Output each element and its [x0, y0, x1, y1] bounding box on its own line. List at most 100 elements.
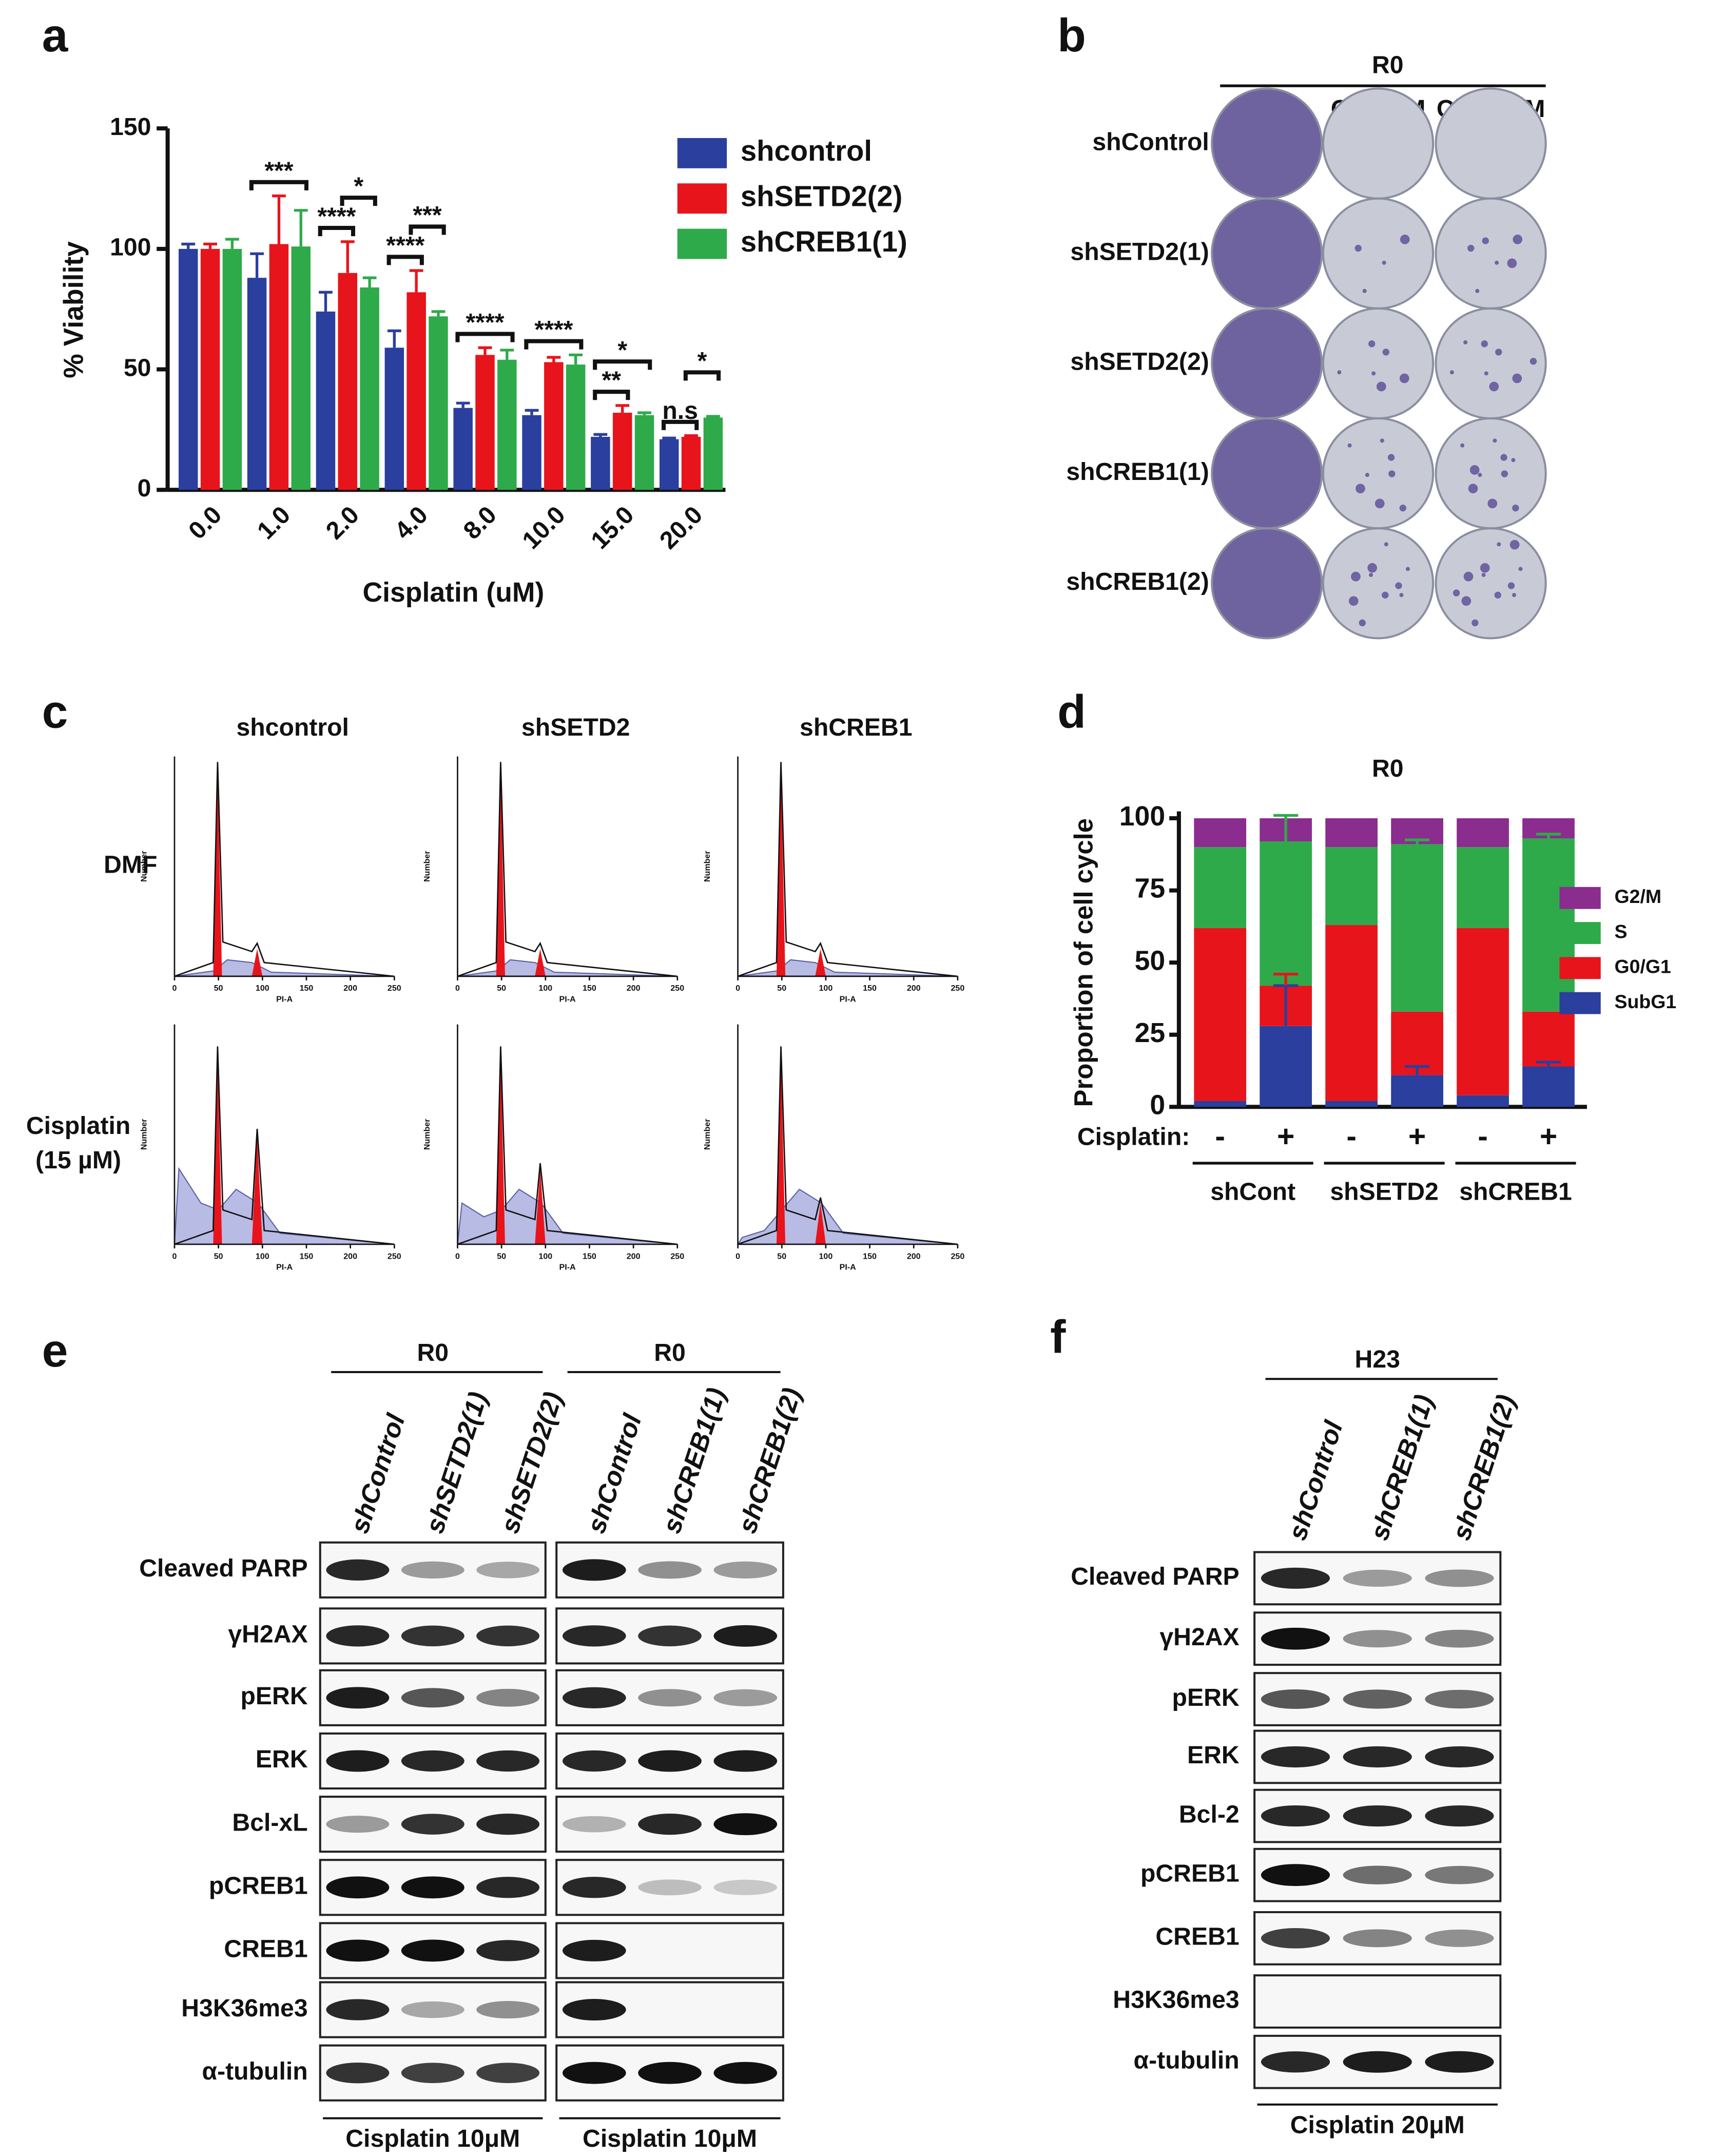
flow-x-tick-label: 150	[863, 984, 877, 993]
blot-row-label: Cleaved PARP	[1071, 1563, 1239, 1590]
flow-histogram-outline	[738, 762, 958, 977]
colony	[1518, 567, 1523, 571]
colony	[1530, 358, 1537, 365]
flow-x-tick-label: 50	[214, 1252, 223, 1261]
colony	[1405, 567, 1410, 571]
culture-plate	[1435, 417, 1547, 530]
flow-x-tick-label: 100	[256, 1252, 269, 1261]
flow-y-axis-title: Number	[139, 851, 148, 882]
bar-segment	[1457, 928, 1509, 1095]
legend-swatch	[677, 183, 727, 214]
error-bar	[409, 269, 423, 293]
bar	[269, 244, 289, 490]
flow-x-axis-title: PI-A	[559, 995, 576, 1004]
bar	[522, 415, 541, 490]
flow-x-tick-label: 0	[455, 1252, 460, 1261]
significance-bracket	[318, 225, 356, 237]
group-label: shCREB1	[1459, 1178, 1572, 1206]
colony	[1482, 237, 1489, 244]
colony	[1351, 571, 1361, 582]
blot-row-label: pERK	[1172, 1684, 1240, 1711]
flow-x-tick-label: 250	[670, 1252, 684, 1261]
error-bar	[1536, 1061, 1561, 1067]
colony	[1489, 381, 1499, 392]
bar	[681, 436, 701, 490]
flow-y-axis-title: Number	[422, 851, 432, 882]
flow-y-axis-title: Number	[703, 1119, 712, 1150]
flow-x-axis-title: PI-A	[840, 995, 857, 1004]
chart-title: R0	[1372, 755, 1404, 782]
blot-row-label: H3K36me3	[1113, 1986, 1239, 2014]
culture-plate	[1435, 307, 1547, 420]
blot-band	[1425, 1629, 1494, 1648]
error-bar	[1273, 972, 1299, 986]
colony	[1374, 498, 1385, 509]
bar	[566, 364, 586, 490]
blot-treatment-label: Cisplatin 10μM	[583, 2125, 757, 2152]
culture-plate	[1211, 87, 1323, 200]
error-bar	[1273, 814, 1299, 842]
blot-row-label: CREB1	[224, 1935, 307, 1963]
y-tick-label: 100	[110, 234, 151, 261]
flow-column-label: shCREB1	[800, 714, 913, 741]
colony-row-label: shControl	[1092, 128, 1209, 156]
significance-bracket	[340, 196, 377, 206]
error-bar	[181, 242, 196, 249]
colony	[1369, 573, 1373, 578]
bar	[612, 413, 632, 490]
significance-bracket	[683, 370, 721, 381]
colony	[1365, 473, 1369, 477]
significance-label: ****	[317, 203, 356, 230]
flow-x-tick-label: 200	[343, 1252, 357, 1261]
blot-group-title: R0	[417, 1339, 449, 1366]
colony	[1337, 370, 1342, 375]
flow-x-tick-label: 50	[777, 1252, 786, 1261]
bar-segment	[1325, 818, 1378, 848]
significance-label: ****	[534, 316, 573, 344]
blot-band	[562, 1816, 626, 1833]
flow-g1-peak	[213, 767, 222, 976]
panel-label: e	[42, 1325, 68, 1377]
blot-band	[1261, 1864, 1330, 1886]
flow-y-axis-title: Number	[703, 851, 712, 882]
flow-histogram-outline	[457, 1046, 677, 1245]
bar	[291, 246, 311, 490]
legend-swatch	[1559, 887, 1601, 909]
blot-band	[401, 1876, 464, 1899]
error-bar	[340, 240, 355, 273]
culture-plate	[1322, 527, 1435, 640]
y-tick-label: 75	[1135, 874, 1166, 904]
blot-band	[401, 1561, 464, 1578]
flow-x-tick-label: 250	[388, 1252, 401, 1261]
blot-band	[476, 2001, 540, 2019]
flow-x-tick-label: 0	[172, 1252, 177, 1261]
colony	[1382, 260, 1386, 265]
blot-band	[1343, 1746, 1412, 1768]
colony	[1376, 381, 1386, 392]
error-bar	[478, 346, 492, 355]
colony-title: R0	[1372, 51, 1404, 79]
error-bar	[547, 356, 561, 362]
colony	[1463, 571, 1474, 582]
flow-x-tick-label: 250	[951, 1252, 965, 1261]
blot-band	[1425, 1805, 1494, 1827]
flow-x-tick-label: 150	[863, 1252, 877, 1261]
bar-segment	[1457, 818, 1509, 848]
colony-row-label: shSETD2(2)	[1070, 348, 1209, 376]
error-bar	[203, 242, 217, 249]
significance-label: ****	[386, 232, 424, 259]
error-bar	[250, 252, 264, 278]
colony	[1387, 454, 1395, 461]
y-tick-label: 150	[110, 113, 151, 141]
error-bar	[431, 310, 446, 317]
flow-x-axis-title: PI-A	[840, 1263, 857, 1272]
culture-plate	[1211, 307, 1323, 420]
error-bar	[319, 291, 333, 312]
blot-row-label: Bcl-xL	[232, 1808, 307, 1836]
flow-x-tick-label: 200	[343, 984, 357, 993]
blot-band	[476, 1625, 540, 1647]
bar	[179, 248, 198, 490]
blot-band	[326, 1876, 390, 1899]
blot-row-label: pCREB1	[1140, 1859, 1240, 1887]
flow-g2-peak	[251, 949, 263, 976]
